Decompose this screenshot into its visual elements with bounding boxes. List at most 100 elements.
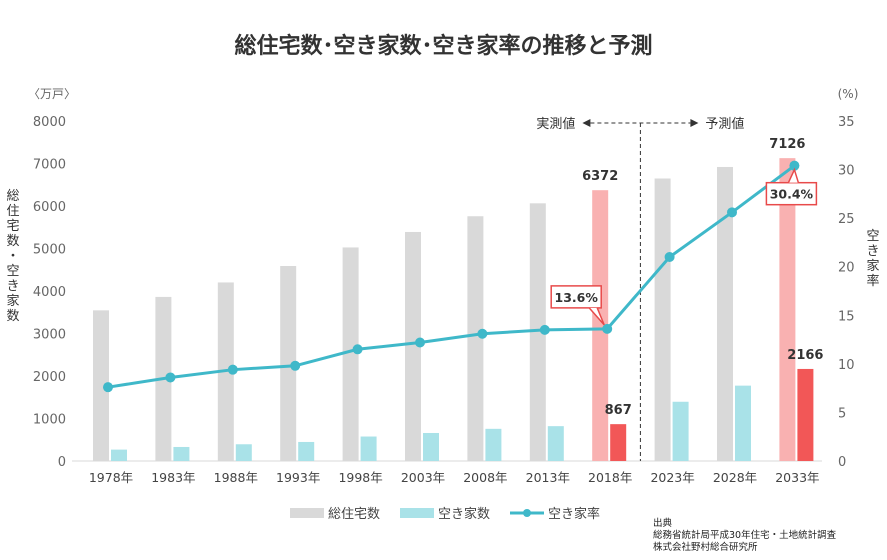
arrow-left-icon (582, 119, 591, 127)
bar-total-houses (342, 247, 359, 461)
right-tick-label: 5 (838, 406, 846, 421)
left-axis-title-char: 空 (6, 264, 19, 279)
left-axis-title-char: 住 (6, 204, 19, 219)
right-tick-label: 30 (838, 164, 855, 179)
bar-total-houses (529, 203, 546, 461)
chart-title: 総住宅数･空き家数･空き家率の推移と予測 (234, 34, 653, 59)
x-tick-label: 1978年 (89, 470, 133, 485)
left-tick-label: 0 (58, 455, 66, 470)
x-tick-label: 2013年 (526, 470, 570, 485)
rate-point (227, 364, 238, 375)
right-tick-label: 10 (838, 358, 855, 373)
bar-vacant-houses (111, 449, 127, 461)
forecast-label: 予測値 (705, 116, 744, 132)
rate-point (415, 337, 425, 348)
right-axis-unit: (%) (838, 87, 859, 101)
x-tick-label: 2028年 (713, 470, 757, 485)
bar-total-houses (280, 266, 297, 461)
right-axis-title-char: 家 (866, 258, 879, 274)
right-axis-title-char: 率 (866, 273, 879, 289)
bar-total-houses (717, 166, 733, 462)
rate-point (352, 344, 363, 355)
x-tick-label: 2018年 (588, 470, 632, 485)
left-tick-label: 2000 (33, 370, 66, 385)
right-axis-title-char: 空 (866, 229, 879, 244)
bar-vacant-houses (735, 385, 751, 461)
rate-callout-pointer (588, 307, 605, 326)
left-axis-title-char: き (6, 279, 19, 294)
x-tick-label: 1993年 (276, 470, 320, 485)
bar-vacant-houses (797, 368, 814, 461)
rate-point (727, 207, 737, 218)
left-tick-label: 3000 (33, 328, 66, 343)
bar-total-houses (93, 310, 109, 461)
bar-total-houses (654, 178, 671, 461)
rate-data-label: 30.4% (770, 187, 814, 202)
left-axis-title-char: 数 (6, 234, 19, 249)
left-axis-title-char: ・ (6, 249, 19, 264)
legend-swatch (400, 508, 434, 518)
x-tick-label: 1998年 (338, 470, 382, 485)
left-axis-title-char: 宅 (6, 219, 19, 234)
x-tick-label: 2033年 (775, 470, 819, 485)
bar-total-houses (592, 190, 609, 461)
right-tick-label: 20 (838, 261, 855, 276)
legend-label: 空き家率 (548, 506, 600, 522)
actual-label: 実測値 (536, 116, 575, 132)
vacant-data-label: 867 (605, 403, 632, 418)
left-axis-unit: 〈万戸〉 (28, 87, 76, 101)
rate-line (107, 164, 796, 389)
x-tick-label: 2023年 (650, 470, 694, 485)
rate-point (165, 372, 176, 383)
bar-vacant-houses (672, 401, 689, 461)
source-line-2: 株式会社野村総合研究所 (653, 542, 758, 553)
left-tick-label: 8000 (33, 115, 66, 130)
source-heading: 出典 (653, 518, 673, 529)
right-tick-label: 0 (838, 455, 846, 470)
x-tick-label: 2008年 (463, 470, 507, 485)
right-axis-title-char: き (866, 244, 879, 259)
bar-total-houses (779, 158, 796, 461)
left-tick-label: 7000 (33, 158, 66, 173)
legend-label: 総住宅数 (328, 507, 380, 522)
left-tick-label: 6000 (33, 200, 66, 215)
bar-vacant-houses (610, 424, 627, 461)
x-tick-label: 1988年 (214, 470, 258, 485)
total-data-label: 6372 (582, 169, 618, 184)
x-tick-label: 2003年 (401, 470, 445, 485)
rate-callout-box (550, 285, 602, 309)
legend-label: 空き家数 (438, 506, 490, 522)
left-axis-title-char: 総 (6, 189, 19, 204)
left-tick-label: 4000 (33, 285, 66, 300)
bar-vacant-houses (360, 436, 377, 461)
rate-point (789, 160, 800, 171)
bar-vacant-houses (235, 444, 252, 461)
bar-vacant-houses (298, 441, 315, 461)
bar-vacant-houses (485, 428, 502, 461)
bar-vacant-houses (547, 426, 564, 461)
vacant-data-label: 2166 (787, 348, 823, 363)
bar-vacant-houses (173, 446, 190, 461)
right-tick-label: 25 (838, 212, 855, 227)
right-tick-label: 15 (838, 309, 855, 324)
legend-swatch (290, 508, 324, 518)
source-line-1: 総務省統計局平成30年住宅・土地統計調査 (653, 530, 837, 541)
bar-vacant-houses (423, 432, 439, 461)
rate-callout-pointer (787, 167, 800, 184)
legend-point-swatch (523, 509, 531, 517)
rate-point (602, 323, 613, 334)
rate-point (290, 360, 301, 371)
left-tick-label: 1000 (33, 413, 66, 428)
rate-data-label: 13.6% (555, 290, 599, 305)
left-tick-label: 5000 (33, 243, 66, 258)
source-note: 出典 総務省統計局平成30年住宅・土地統計調査 株式会社野村総合研究所 (653, 518, 836, 554)
bar-total-houses (405, 231, 421, 461)
bar-total-houses (467, 216, 484, 461)
left-axis-title-char: 家 (6, 293, 19, 309)
right-tick-label: 35 (838, 115, 855, 130)
rate-point (477, 328, 488, 339)
rate-point (539, 324, 550, 335)
total-data-label: 7126 (769, 137, 805, 152)
